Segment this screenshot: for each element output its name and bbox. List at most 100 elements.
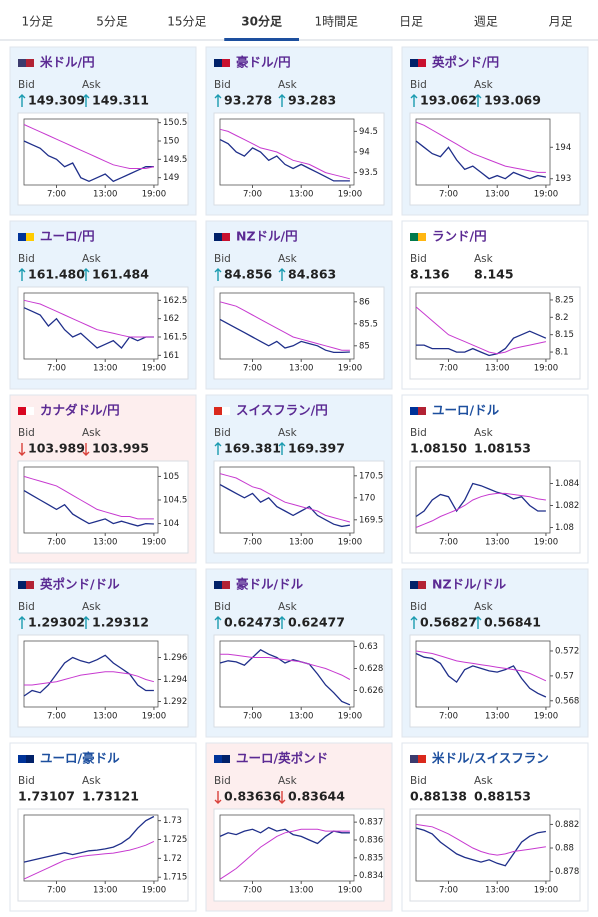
price-line	[219, 826, 350, 845]
flag	[214, 581, 222, 589]
price-line	[219, 649, 351, 706]
x-tick-label: 13:00	[93, 364, 118, 374]
plot-area	[219, 466, 355, 534]
ask-value: 84.863	[288, 267, 336, 282]
tab[interactable]: 1分足	[22, 15, 54, 29]
tab[interactable]: 1時間足	[315, 15, 359, 29]
trend-arrow	[18, 94, 26, 107]
y-tick-label: 0.568	[555, 696, 579, 706]
x-tick-label: 7:00	[243, 886, 262, 896]
ask-label: Ask	[474, 427, 494, 439]
pair-title[interactable]: ユーロ/ドル	[432, 403, 500, 418]
bid-value: 1.73107	[18, 789, 75, 804]
trend-arrow	[474, 616, 482, 629]
ask-label: Ask	[278, 79, 298, 91]
trend-arrow	[474, 94, 482, 107]
plot-area	[23, 640, 159, 708]
flag	[26, 233, 34, 241]
chart-frame	[409, 286, 581, 380]
flag	[26, 407, 34, 415]
flag	[26, 581, 34, 589]
flag	[18, 407, 26, 415]
pair-title[interactable]: ユーロ/英ポンド	[236, 751, 328, 766]
x-tick-label: 19:00	[534, 538, 559, 548]
ask-label: Ask	[82, 601, 102, 613]
moving-average	[23, 475, 154, 520]
pair-title[interactable]: 英ポンド/ドル	[40, 577, 120, 592]
pair-title[interactable]: 豪ドル/円	[236, 55, 291, 70]
y-tick-label: 193	[555, 174, 571, 184]
chart-frame	[17, 634, 189, 728]
pair-title[interactable]: ユーロ/円	[40, 229, 95, 244]
y-tick-label: 0.834	[359, 871, 383, 881]
trend-arrow	[410, 94, 418, 107]
y-tick-label: 161	[163, 351, 179, 361]
x-tick-label: 13:00	[289, 886, 314, 896]
trend-arrow	[278, 442, 286, 455]
ask-value: 0.88153	[474, 789, 531, 804]
price-line	[415, 140, 547, 180]
bid-label: Bid	[410, 79, 427, 91]
flag	[418, 59, 426, 67]
plot-area	[415, 640, 551, 708]
y-tick-label: 86	[359, 297, 370, 307]
pair-title[interactable]: 米ドル/スイスフラン	[431, 751, 549, 766]
x-tick-label: 19:00	[534, 712, 559, 722]
tab[interactable]: 30分足	[241, 14, 282, 29]
x-tick-label: 7:00	[47, 538, 66, 548]
pair-title[interactable]: カナダドル/円	[40, 403, 120, 418]
pair-title[interactable]: NZドル/ドル	[432, 577, 507, 592]
pair-title[interactable]: ランド/円	[432, 229, 487, 244]
y-tick-label: 1.72	[163, 854, 182, 864]
tab[interactable]: 日足	[399, 15, 423, 29]
trend-arrow	[18, 616, 26, 629]
flag	[222, 407, 230, 415]
pair-title[interactable]: ユーロ/豪ドル	[40, 751, 120, 766]
moving-average	[219, 828, 350, 880]
flag	[410, 59, 418, 67]
price-line	[415, 652, 547, 698]
ask-value: 103.995	[92, 441, 149, 456]
chart-frame	[17, 460, 189, 554]
pair-title[interactable]: 英ポンド/円	[432, 55, 499, 70]
bid-value: 0.56827	[420, 615, 477, 630]
y-tick-label: 149	[163, 173, 179, 183]
pair-title[interactable]: 米ドル/円	[39, 55, 95, 70]
bid-value: 161.480	[28, 267, 85, 282]
bid-label: Bid	[214, 79, 231, 91]
ask-value: 1.29312	[92, 615, 149, 630]
x-tick-label: 19:00	[142, 712, 167, 722]
x-tick-label: 13:00	[289, 190, 314, 200]
tab[interactable]: 5分足	[96, 15, 128, 29]
moving-average	[220, 653, 351, 680]
y-tick-label: 0.572	[555, 646, 579, 656]
x-tick-label: 7:00	[439, 712, 458, 722]
y-tick-label: 162.5	[163, 296, 187, 306]
x-tick-label: 19:00	[142, 538, 167, 548]
trend-arrow	[214, 791, 222, 804]
flag	[214, 407, 222, 415]
flag	[18, 755, 26, 763]
trend-arrow	[214, 616, 222, 629]
bid-value: 193.062	[420, 93, 477, 108]
moving-average	[415, 492, 546, 528]
y-tick-label: 1.294	[163, 675, 187, 685]
flag	[214, 59, 222, 67]
chart-frame	[409, 634, 581, 728]
flag	[214, 233, 222, 241]
pair-title[interactable]: スイスフラン/円	[236, 403, 328, 418]
x-tick-label: 13:00	[289, 538, 314, 548]
tab[interactable]: 週足	[474, 15, 498, 29]
tab[interactable]: 15分足	[167, 15, 206, 29]
trend-arrow	[214, 268, 222, 281]
pair-title[interactable]: NZドル/円	[236, 229, 298, 244]
bid-label: Bid	[18, 601, 35, 613]
tab[interactable]: 月足	[549, 15, 573, 29]
y-tick-label: 170	[359, 493, 375, 503]
y-tick-label: 8.25	[555, 295, 574, 305]
y-tick-label: 8.2	[555, 313, 569, 323]
pair-title[interactable]: 豪ドル/ドル	[236, 577, 304, 592]
bid-label: Bid	[410, 775, 427, 787]
flag	[222, 755, 230, 763]
y-tick-label: 150.5	[163, 118, 187, 128]
